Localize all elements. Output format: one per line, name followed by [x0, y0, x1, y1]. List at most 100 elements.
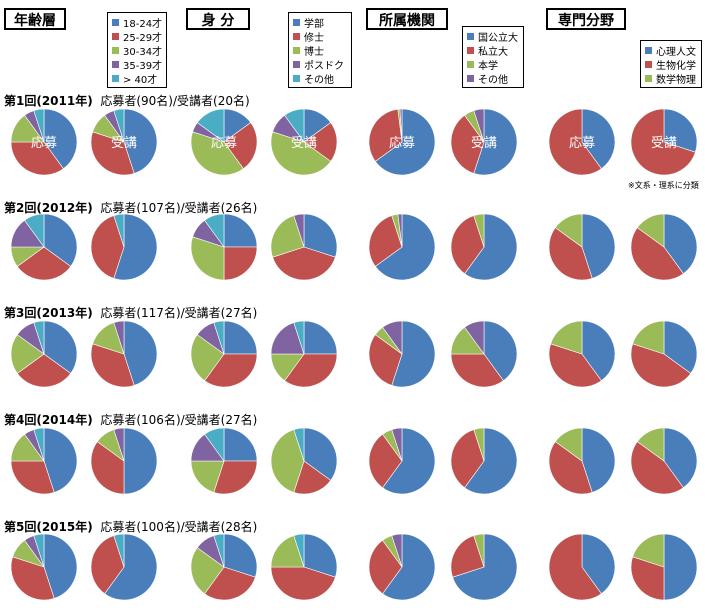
pie-slice-affiliation-4 — [391, 533, 403, 568]
legend-item: 30-34才 — [112, 43, 163, 58]
pie-age-applicants-3 — [10, 320, 78, 388]
legend-item: その他 — [467, 71, 519, 86]
pie-slice-field-3 — [550, 320, 583, 355]
pie-affiliation-attendees-2 — [450, 213, 518, 281]
pie-slice-field-2 — [630, 441, 684, 495]
pie-slice-status-2 — [223, 246, 258, 281]
legend-label: ポスドク — [304, 60, 344, 72]
pie-slice-field-3 — [636, 427, 665, 462]
pie-slice-affiliation-1 — [374, 108, 436, 176]
pie-slice-affiliation-4 — [464, 320, 485, 355]
pie-slice-affiliation-4 — [397, 213, 403, 248]
pie-slice-age-5 — [33, 427, 45, 462]
pie-slice-status-2 — [270, 566, 336, 601]
row-title: 第5回(2015年) — [4, 520, 93, 534]
legend-item: 35-39才 — [112, 57, 162, 72]
pie-field-applicants-3 — [548, 320, 616, 388]
row-label-2: 第2回(2012年) 応募者(107名)/受講者(26名) — [4, 199, 257, 216]
row-counts: 応募者(90名)/受講者(20名) — [100, 94, 250, 108]
pie-label-attendees: 受講 — [111, 135, 137, 151]
pie-slice-field-3 — [636, 213, 665, 248]
legend-swatch — [112, 60, 119, 68]
pie-slice-status-2 — [272, 246, 336, 281]
pie-slice-affiliation-2 — [450, 215, 485, 275]
pie-slice-status-4 — [293, 213, 305, 248]
legend-item: 学部 — [293, 15, 347, 30]
legend-label: 博士 — [304, 46, 324, 58]
field-note: ※文系・理系に分類 — [628, 181, 699, 190]
pie-age-attendees-4 — [90, 427, 158, 495]
legend-swatch — [293, 60, 300, 68]
pie-slice-affiliation-2 — [450, 353, 504, 388]
pie-status-applicants-2 — [190, 213, 258, 281]
pie-slice-age-5 — [113, 108, 125, 143]
pie-slice-status-2 — [303, 122, 338, 162]
pie-slice-status-5 — [204, 427, 225, 462]
pie-slice-field-3 — [632, 320, 665, 355]
pie-age-attendees-5 — [90, 533, 158, 601]
pie-slice-status-3 — [270, 131, 332, 176]
pie-affiliation-applicants-3 — [368, 320, 436, 388]
pie-slice-status-5 — [204, 213, 225, 248]
pie-slice-status-5 — [196, 108, 225, 143]
pie-slice-field-1 — [663, 533, 698, 601]
pie-slice-field-1 — [663, 427, 698, 489]
legend-label: 心理人文 — [656, 46, 696, 58]
pie-slice-age-5 — [33, 533, 45, 568]
pie-age-attendees-3 — [90, 320, 158, 388]
pie-slice-affiliation-2 — [368, 215, 403, 267]
row-label-3: 第3回(2013年) 応募者(117名)/受講者(27名) — [4, 304, 257, 321]
legend-item: 18-24才 — [112, 15, 162, 30]
pie-slice-status-5 — [213, 533, 225, 568]
pie-slice-field-2 — [548, 227, 593, 281]
pie-slice-field-2 — [548, 533, 602, 601]
legend-label: 数学物理 — [656, 74, 696, 86]
pie-slice-status-3 — [190, 131, 244, 176]
pie-label-applicants: 応募 — [389, 136, 415, 151]
legend-label: 30-34才 — [123, 46, 163, 58]
pie-slice-status-3 — [190, 334, 225, 382]
pie-slice-age-5 — [33, 108, 45, 143]
pie-slice-status-1 — [303, 533, 338, 578]
pie-slice-age-3 — [10, 334, 45, 374]
pie-slice-age-1 — [43, 213, 78, 267]
pie-slice-status-3 — [190, 547, 225, 595]
pie-slice-field-2 — [630, 227, 684, 281]
pie-label-applicants: 応募 — [31, 136, 57, 151]
pie-field-applicants-5 — [548, 533, 616, 601]
legend-item: その他 — [293, 71, 347, 86]
pie-slice-status-1 — [303, 213, 338, 258]
pie-slice-field-3 — [554, 213, 583, 248]
pie-slice-field-2 — [548, 108, 602, 176]
pie-slice-age-2 — [90, 215, 125, 279]
legend-item: 私立大 — [467, 43, 519, 58]
legend-label: 25-29才 — [123, 32, 163, 44]
row-counts: 応募者(106名)/受講者(27名) — [100, 413, 258, 427]
pie-status-applicants-5 — [190, 533, 258, 601]
pie-slice-affiliation-2 — [368, 108, 403, 162]
pie-label-attendees: 受講 — [471, 135, 497, 151]
pie-slice-affiliation-1 — [464, 213, 518, 281]
pie-slice-field-1 — [663, 213, 698, 275]
legend-label: 修士 — [304, 32, 324, 44]
pie-status-attendees-4 — [270, 427, 338, 495]
pie-slice-affiliation-3 — [473, 533, 485, 568]
pie-slice-status-4 — [270, 322, 305, 355]
row-counts: 応募者(100名)/受講者(28名) — [100, 520, 258, 534]
legend-field: 心理人文 生物化学 数学物理 — [640, 40, 702, 88]
pie-affiliation-applicants-5 — [368, 533, 436, 601]
pie-slice-status-2 — [293, 460, 332, 495]
pie-slice-age-4 — [113, 320, 125, 355]
pie-slice-field-2 — [630, 343, 692, 388]
pie-age-applicants-5 — [10, 533, 78, 601]
pie-slice-affiliation-2 — [368, 334, 403, 386]
row-counts: 応募者(117名)/受講者(27名) — [100, 306, 258, 320]
pie-affiliation-attendees-3 — [450, 320, 518, 388]
legend-age: 18-24才 25-29才 30-34才 35-39才 > 40才 — [107, 12, 167, 88]
pie-slice-affiliation-4 — [399, 108, 403, 143]
pie-label-applicants: 応募 — [211, 136, 237, 151]
legend-status: 学部 修士 博士 ポスドク その他 — [288, 12, 352, 88]
pie-slice-age-1 — [123, 108, 158, 174]
pie-age-applicants-1 — [10, 108, 78, 176]
legend-swatch — [293, 46, 300, 54]
